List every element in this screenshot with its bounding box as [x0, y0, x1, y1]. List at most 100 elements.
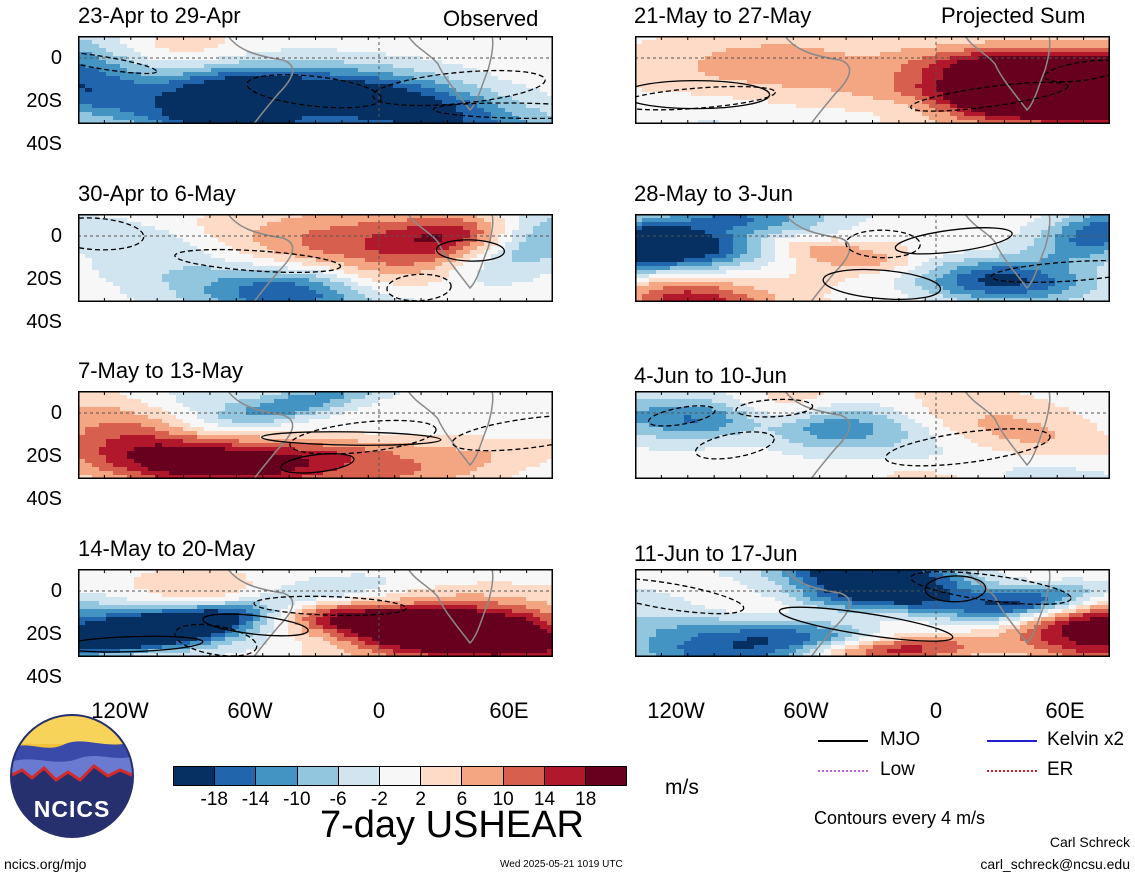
shear-cell	[253, 581, 261, 586]
shear-cell	[134, 270, 142, 275]
shear-cell	[176, 234, 184, 239]
shear-cell	[176, 44, 184, 49]
shear-cell	[512, 427, 520, 432]
shear-cell	[218, 573, 226, 578]
shear-cell	[141, 569, 149, 574]
shear-cell	[120, 270, 128, 275]
coastline-south-america	[227, 214, 294, 302]
shear-cell	[197, 573, 205, 578]
shear-cell	[85, 467, 93, 472]
shear-cell	[519, 439, 527, 444]
shear-cell	[162, 250, 170, 255]
shear-cell	[491, 290, 499, 295]
shear-cell	[253, 40, 261, 45]
shear-cell	[218, 435, 226, 440]
shear-cell	[260, 415, 268, 420]
shear-cell	[211, 40, 219, 45]
shear-cell	[253, 44, 261, 49]
shear-cell	[330, 270, 338, 275]
shear-cell	[267, 403, 275, 408]
shear-cell	[148, 427, 156, 432]
shear-cell	[225, 435, 233, 440]
shear-cell	[218, 298, 226, 302]
shear-cell	[183, 395, 191, 400]
shear-cell	[274, 395, 282, 400]
shear-cell	[253, 92, 261, 97]
shear-cell	[449, 419, 457, 424]
shear-cell	[113, 64, 121, 69]
shear-cell	[295, 250, 303, 255]
shear-cell	[407, 254, 415, 259]
shear-cell	[239, 423, 247, 428]
shear-cell	[323, 108, 331, 113]
shear-cell	[176, 439, 184, 444]
shear-cell	[309, 427, 317, 432]
shear-cell	[491, 266, 499, 271]
shear-cell	[78, 569, 86, 574]
shear-cell	[505, 581, 513, 586]
shear-cell	[400, 88, 408, 93]
shear-cell	[498, 577, 506, 582]
shear-cell	[274, 459, 282, 464]
shear-cell	[127, 415, 135, 420]
shear-cell	[281, 298, 289, 302]
shear-cell	[358, 238, 366, 243]
shear-cell	[78, 467, 86, 472]
shear-cell	[372, 423, 380, 428]
shear-cell	[456, 56, 464, 61]
shear-cell	[449, 250, 457, 255]
shear-cell	[162, 226, 170, 231]
shear-cell	[183, 60, 191, 65]
shear-cell	[470, 226, 478, 231]
shear-cell	[526, 48, 534, 53]
shear-cell	[505, 218, 513, 223]
shear-cell	[197, 399, 205, 404]
shear-cell	[197, 104, 205, 109]
shear-cell	[225, 84, 233, 89]
shear-cell	[393, 447, 401, 452]
shear-cell	[190, 447, 198, 452]
shear-cell	[197, 403, 205, 408]
shear-cell	[428, 447, 436, 452]
shear-cell	[162, 64, 170, 69]
shear-cell	[183, 52, 191, 57]
shear-cell	[281, 573, 289, 578]
shear-cell	[302, 116, 310, 121]
shear-cell	[239, 238, 247, 243]
shear-cell	[540, 459, 548, 464]
shear-cell	[99, 108, 107, 113]
shear-cell	[547, 585, 553, 590]
shear-cell	[442, 471, 450, 476]
shear-cell	[498, 80, 506, 85]
shear-cell	[106, 274, 114, 279]
shear-cell	[218, 226, 226, 231]
shear-cell	[113, 471, 121, 476]
shear-cell	[400, 120, 408, 124]
mjo-contour	[261, 431, 442, 446]
shear-cell	[337, 76, 345, 81]
shear-cell	[351, 258, 359, 263]
shear-cell	[470, 451, 478, 456]
coastline-africa	[407, 214, 494, 290]
shear-cell	[547, 56, 553, 61]
shear-cell	[449, 80, 457, 85]
shear-cell	[106, 230, 114, 235]
shear-cell	[232, 407, 240, 412]
shear-cell	[260, 282, 268, 287]
shear-cell	[358, 294, 366, 299]
shear-cell	[183, 112, 191, 117]
shear-cell	[302, 581, 310, 586]
shear-cell	[547, 100, 553, 105]
shear-cell	[169, 447, 177, 452]
shear-cell	[309, 391, 317, 396]
shear-cell	[169, 467, 177, 472]
shear-cell	[519, 112, 527, 117]
shear-cell	[148, 250, 156, 255]
shear-cell	[428, 395, 436, 400]
shear-cell	[295, 112, 303, 117]
shear-cell	[337, 439, 345, 444]
shear-cell	[267, 391, 275, 396]
shear-cell	[365, 72, 373, 77]
shear-cell	[344, 435, 352, 440]
shear-cell	[365, 76, 373, 81]
